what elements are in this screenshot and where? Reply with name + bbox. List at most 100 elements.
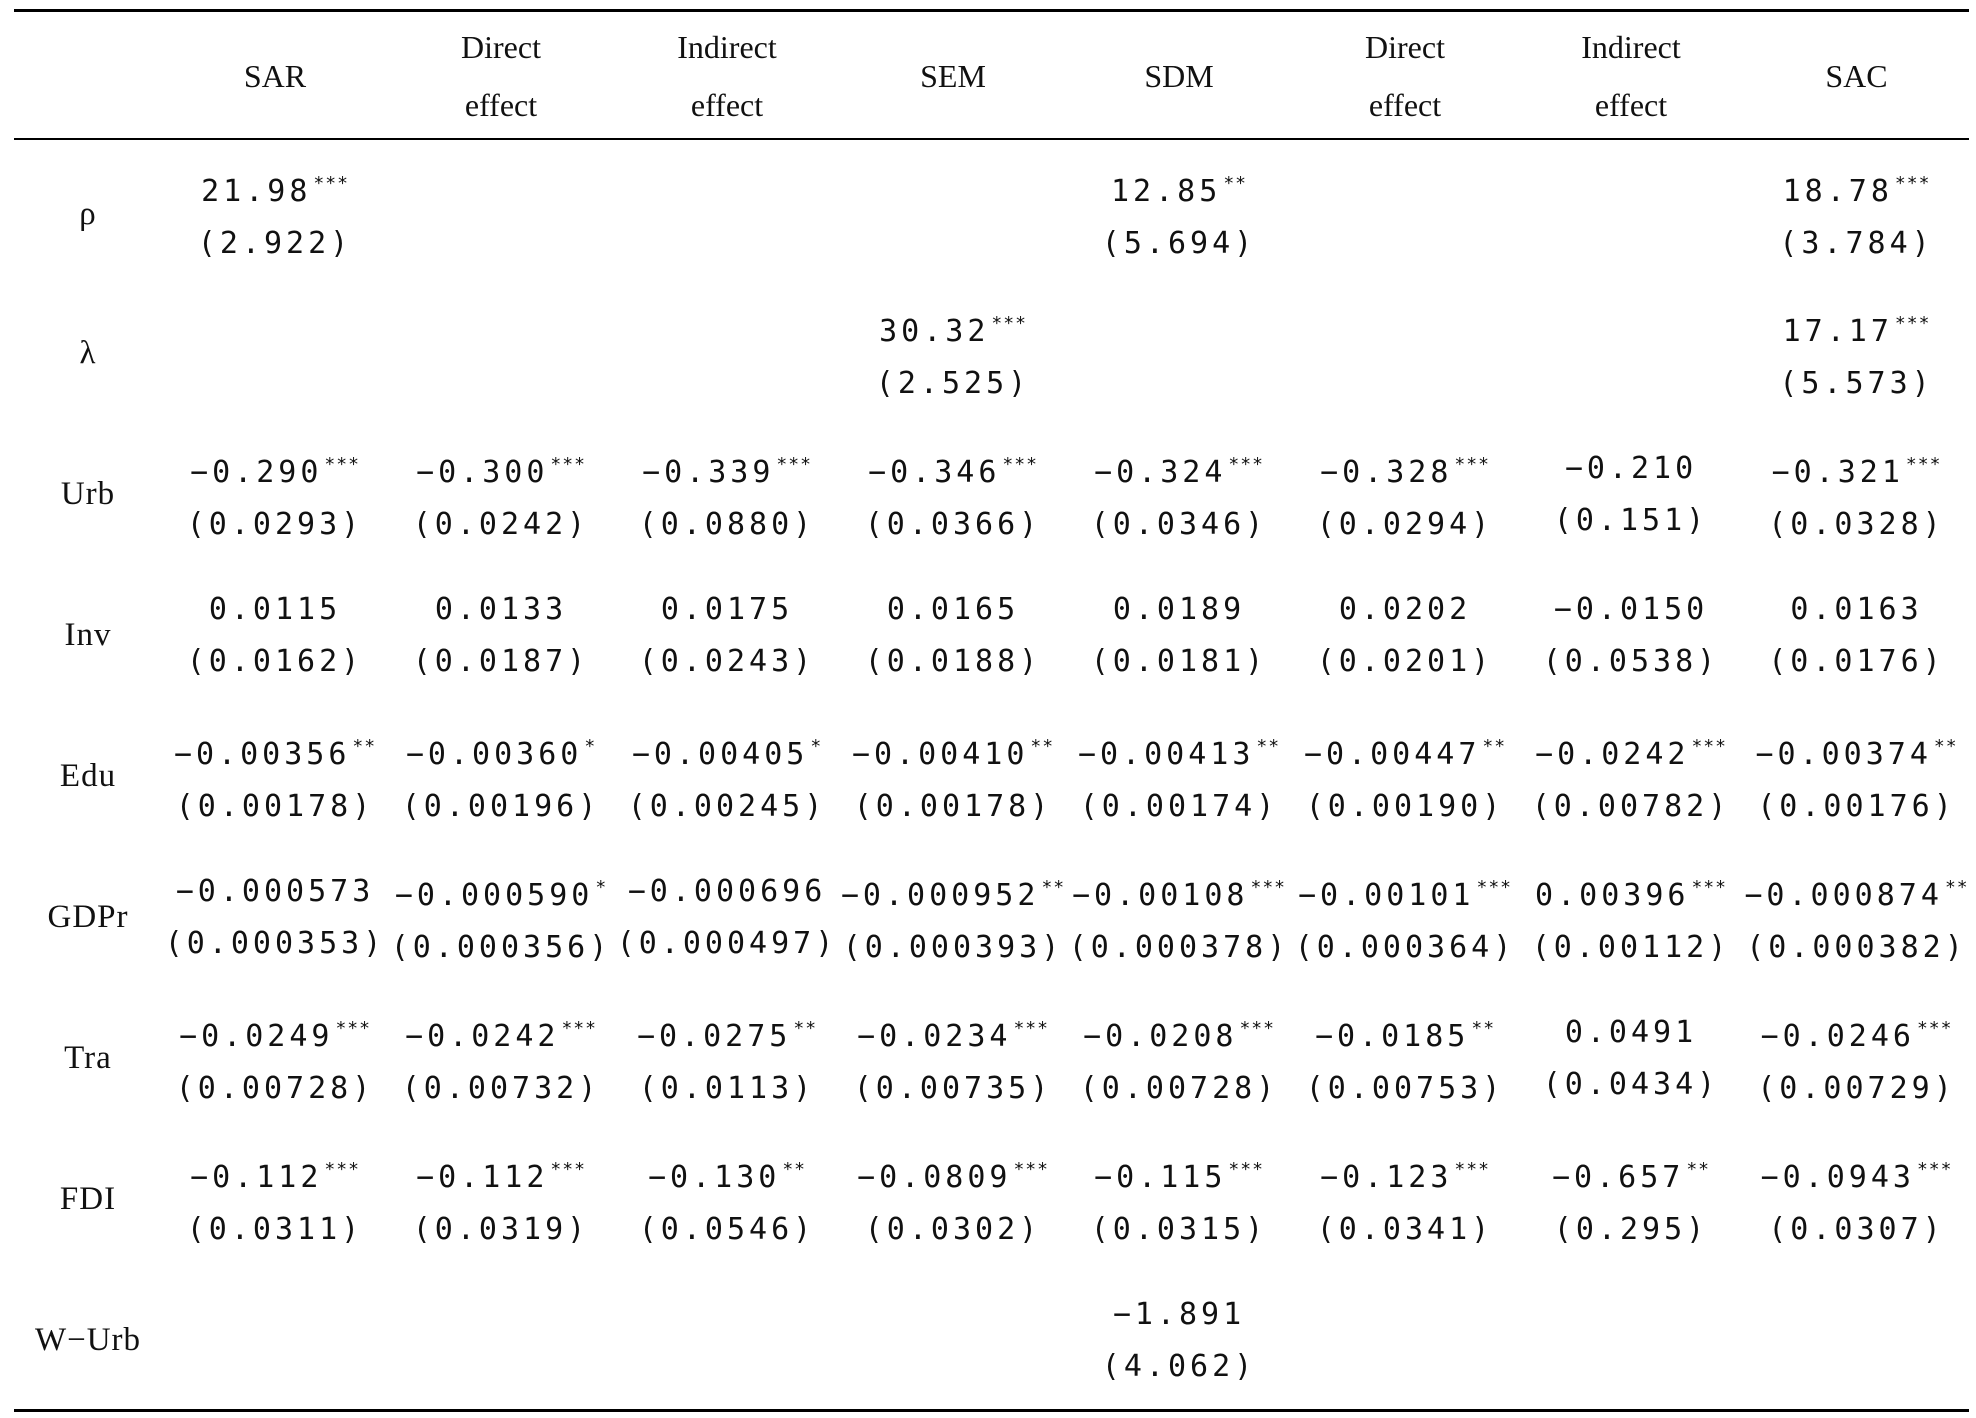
coefficient: −0.00405 * (614, 721, 840, 781)
coefficient-value: −0.657 (1551, 1159, 1685, 1195)
coefficient: −0.000696 (614, 866, 840, 918)
significance-stars: * (584, 735, 597, 757)
coefficient-value: −0.290 (190, 454, 323, 490)
standard-error: (0.0434) (1542, 1066, 1720, 1102)
standard-error: (0.00174) (1079, 788, 1279, 824)
column-header: SAC (1744, 12, 1969, 139)
coefficient-value: −0.00356 (173, 736, 351, 772)
coefficient-value: −0.339 (642, 454, 775, 490)
coefficient: −0.0809 *** (840, 1144, 1066, 1204)
standard-error: (0.00196) (401, 788, 601, 824)
table-cell: 17.17 *** (5.573) (1744, 283, 1969, 424)
standard-error: (0.0307) (1768, 1211, 1945, 1247)
significance-stars: ** (352, 735, 377, 757)
standard-error: (0.00190) (1305, 788, 1505, 824)
significance-stars: ** (1944, 876, 1969, 898)
standard-error: (0.000364) (1294, 929, 1516, 965)
standard-error: (0.0315) (1090, 1211, 1268, 1247)
table-row: Inv 0.0115 (0.0162) 0.0133 (0.0187) 0.0175 (0.… (14, 565, 1969, 706)
coefficient: −0.0246 *** (1744, 1003, 1969, 1063)
table-cell: −0.123 *** (0.0341) (1292, 1129, 1518, 1270)
table-cell: −0.130 ** (0.0546) (614, 1129, 840, 1270)
coefficient-value: −0.0809 (857, 1159, 1012, 1195)
coefficient: −0.328 *** (1292, 439, 1518, 499)
coefficient-value: −0.00405 (631, 736, 809, 772)
significance-stars: ** (1223, 173, 1247, 194)
standard-error: (0.0880) (638, 506, 816, 542)
table-cell: −0.0150 (0.0538) (1518, 565, 1744, 706)
significance-stars: *** (1013, 1158, 1049, 1180)
column-header-line1: Direct (461, 28, 541, 65)
significance-stars: *** (324, 1158, 360, 1180)
table-cell (614, 283, 840, 424)
significance-stars: *** (1228, 1158, 1264, 1180)
table-cell: −0.000573 (0.000353) (162, 847, 388, 988)
coefficient: 17.17 *** (1744, 298, 1969, 358)
coefficient-value: −0.0242 (405, 1018, 560, 1054)
standard-error: (0.00729) (1757, 1070, 1956, 1106)
coefficient: −0.300 *** (388, 439, 614, 499)
row-label: GDPr (47, 899, 129, 935)
coefficient-value: 0.0491 (1564, 1014, 1698, 1050)
table-cell: −0.339 *** (0.0880) (614, 424, 840, 565)
standard-error: (0.0546) (638, 1211, 816, 1247)
coefficient: 12.85 ** (1066, 158, 1292, 218)
table-cell (614, 1270, 840, 1411)
header-rule (14, 138, 1969, 140)
significance-stars: *** (550, 453, 586, 475)
coefficient-value: 0.0163 (1790, 591, 1923, 627)
coefficient-value: −0.00410 (851, 736, 1029, 772)
standard-error: (0.00728) (1079, 1070, 1279, 1106)
column-header-line2: effect (1368, 86, 1442, 123)
standard-error: (0.000497) (616, 925, 838, 961)
standard-error: (0.000382) (1746, 929, 1967, 965)
column-header: SEM (840, 12, 1066, 139)
coefficient-value: 30.32 (879, 313, 990, 349)
table-cell (1744, 1270, 1969, 1411)
column-header-line1: Indirect (1581, 28, 1681, 65)
significance-stars: ** (1933, 735, 1958, 757)
standard-error: (5.573) (1779, 365, 1934, 401)
coefficient: −0.115 *** (1066, 1144, 1292, 1204)
table-cell (1066, 283, 1292, 424)
coefficient: −0.324 *** (1066, 439, 1292, 499)
coefficient-value: 0.0189 (1112, 591, 1246, 627)
coefficient: −0.0242 *** (388, 1003, 614, 1063)
standard-error: (0.00735) (853, 1070, 1053, 1106)
table-cell: 18.78 *** (3.784) (1744, 139, 1969, 283)
significance-stars: *** (335, 1017, 371, 1039)
coefficient-value: −0.115 (1094, 1159, 1227, 1195)
row-label: W−Urb (34, 1322, 142, 1358)
standard-error: (0.00178) (853, 788, 1053, 824)
table-cell: −0.112 *** (0.0311) (162, 1129, 388, 1270)
significance-stars: *** (324, 453, 360, 475)
table-cell (1292, 1270, 1518, 1411)
row-label: ρ (79, 195, 97, 232)
row-label: Inv (64, 617, 112, 653)
table-cell (162, 283, 388, 424)
table-cell: 21.98 *** (2.922) (162, 139, 388, 283)
table-cell: −0.0242 *** (0.00782) (1518, 706, 1744, 847)
header-row: SAR Direct effect Indirect effect SEM SDM Direc… (14, 12, 1969, 139)
standard-error: (0.000393) (842, 929, 1064, 965)
significance-stars: *** (1002, 453, 1038, 475)
column-header-line1: SAR (243, 57, 307, 94)
coefficient-value: −0.0185 (1314, 1018, 1470, 1054)
table-cell: −0.290 *** (0.0293) (162, 424, 388, 565)
coefficient-value: −0.0150 (1553, 591, 1709, 627)
coefficient: −0.0249 *** (162, 1003, 388, 1063)
table-cell: −0.115 *** (0.0315) (1066, 1129, 1292, 1270)
significance-stars: *** (1239, 1017, 1275, 1039)
significance-stars: *** (1894, 312, 1931, 334)
table-cell (388, 139, 614, 283)
column-header: SDM (1066, 12, 1292, 139)
table-cell: 0.0165 (0.0188) (840, 565, 1066, 706)
standard-error: (0.0319) (412, 1211, 590, 1247)
corner-cell (14, 12, 162, 139)
standard-error: (0.0243) (638, 643, 816, 679)
coefficient: −0.000874 ** (1744, 862, 1969, 922)
coefficient-value: 0.0115 (208, 591, 342, 627)
coefficient: 0.0133 (388, 584, 614, 636)
standard-error: (0.00178) (175, 788, 375, 824)
coefficient-value: −0.000874 (1744, 877, 1943, 913)
